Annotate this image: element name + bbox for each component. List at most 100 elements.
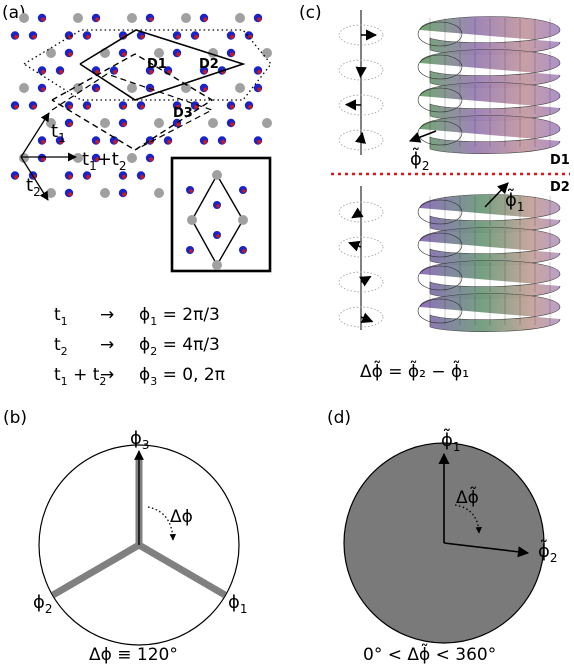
red-atom — [68, 52, 73, 57]
red-atom — [203, 69, 208, 74]
red-atom — [68, 122, 73, 127]
red-atom — [230, 122, 235, 127]
spin-arrow — [358, 275, 372, 287]
vector-t2-arrow — [20, 156, 49, 201]
delta-phi-label: Δϕ — [170, 507, 193, 527]
gray-atom — [73, 83, 83, 93]
red-atom — [149, 157, 154, 162]
spin-orbit-ellipse — [338, 24, 384, 46]
gray-atom — [235, 83, 245, 93]
delta-phi-tilde-label: Δϕ̃ — [456, 486, 479, 508]
red-atom — [68, 174, 73, 179]
red-atom — [41, 69, 46, 74]
red-atom — [176, 104, 181, 109]
phi2-vector — [443, 542, 530, 558]
red-atom — [248, 34, 253, 39]
phi3-label: ϕ3 — [130, 428, 150, 452]
phase-difference-equation: Δϕ̃ = ϕ̃₂ − ϕ̃₁ — [360, 360, 469, 382]
gray-atom — [100, 188, 110, 198]
inset-gray-atom — [212, 260, 222, 270]
red-atom — [86, 104, 91, 109]
red-atom — [221, 139, 226, 144]
phase-equations: t1 → ϕ1 = 2π/3 t2 → ϕ2 = 4π/3 t1 + t2→ ϕ3 = 0… — [54, 305, 225, 388]
red-atom — [140, 174, 145, 179]
phi2-tilde-disk-label: ϕ̃2 — [538, 540, 558, 565]
helix-surface-d2 — [417, 194, 561, 332]
red-atom — [257, 87, 262, 92]
solid-cell-outline — [79, 29, 246, 101]
spin-arrow — [360, 312, 374, 323]
red-atom — [194, 104, 199, 109]
panel-a: (a) D1 D2 D3 t1 t1+t2 t2 t1 → ϕ1 = 2π/3 t2… — [2, 3, 272, 388]
gray-atom — [127, 83, 137, 93]
phi1-tilde-label: ϕ̃1 — [505, 189, 525, 214]
red-atom — [140, 34, 145, 39]
vector-t2-label: t2 — [26, 175, 41, 199]
helix-inner-edge — [417, 199, 463, 225]
inset-red-atom — [216, 234, 220, 238]
red-atom — [122, 192, 127, 197]
phase-branch-1 — [137, 541, 227, 599]
red-atom — [14, 34, 19, 39]
phi1-tilde-disk-label: ϕ̃1 — [441, 429, 461, 454]
red-atom — [32, 104, 37, 109]
helix-inner-edge — [417, 87, 463, 113]
gray-atom — [46, 188, 56, 198]
spin-orbit-ellipse — [338, 201, 384, 223]
red-atom — [167, 139, 172, 144]
red-atom — [176, 34, 181, 39]
inset-red-atom — [189, 249, 193, 253]
red-atom — [86, 174, 91, 179]
red-atom — [95, 17, 100, 22]
gray-atom — [127, 153, 137, 163]
red-atom — [113, 139, 118, 144]
spin-orbit-ellipse — [338, 129, 384, 151]
spin-chain-d1 — [338, 10, 384, 155]
red-atom — [230, 104, 235, 109]
red-atom — [122, 174, 127, 179]
phi2-label: ϕ2 — [33, 592, 53, 616]
red-atom — [68, 104, 73, 109]
triangular-lattice — [10, 13, 272, 198]
red-atom — [68, 192, 73, 197]
red-atom — [194, 34, 199, 39]
gray-atom — [154, 118, 164, 128]
panel-d-label: (d) — [327, 408, 351, 428]
red-atom — [257, 139, 262, 144]
red-atom — [41, 157, 46, 162]
inset-atoms — [186, 170, 248, 270]
red-atom — [122, 104, 127, 109]
red-atom — [95, 69, 100, 74]
red-atom — [59, 139, 64, 144]
domain-label-d3: D3 — [173, 106, 193, 121]
spin-arrow — [354, 131, 366, 144]
phi2-arrow — [408, 130, 437, 143]
spin-arrow — [351, 207, 364, 219]
equation-row-2: t2 → ϕ2 = 4π/3 — [54, 335, 220, 358]
red-atom — [167, 69, 172, 74]
red-atom — [95, 139, 100, 144]
phi1-arrow — [484, 182, 509, 208]
panel-b-label: (b) — [3, 408, 27, 428]
phase-branch-2 — [51, 541, 141, 599]
inset-red-atom — [242, 189, 246, 193]
domain-label-d2: D2 — [199, 57, 219, 72]
red-atom — [95, 157, 100, 162]
red-atom — [176, 52, 181, 57]
gray-atom — [127, 13, 137, 23]
red-atom — [230, 52, 235, 57]
spin-orbit-ellipse — [338, 271, 384, 293]
gray-atom — [73, 13, 83, 23]
inset-red-atom — [216, 204, 220, 208]
red-atom — [122, 52, 127, 57]
red-atom — [59, 69, 64, 74]
spin-orbit-ellipse — [338, 59, 384, 81]
gray-atom — [19, 13, 29, 23]
red-atom — [32, 34, 37, 39]
red-atom — [86, 34, 91, 39]
red-atom — [149, 17, 154, 22]
red-atom — [41, 87, 46, 92]
gray-atom — [154, 48, 164, 58]
red-atom — [41, 139, 46, 144]
helix-inner-edge — [417, 21, 463, 47]
